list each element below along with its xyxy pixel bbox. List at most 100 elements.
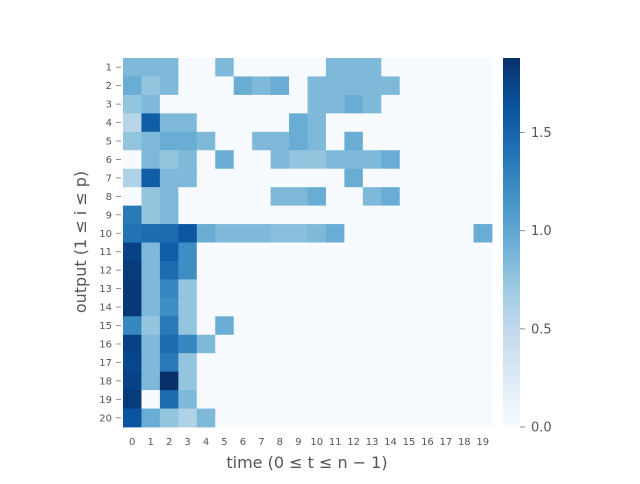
heatmap-cell xyxy=(436,279,456,299)
heatmap-cell xyxy=(307,316,327,336)
heatmap-cell xyxy=(123,353,142,373)
heatmap-cell xyxy=(233,187,253,206)
heatmap-cell xyxy=(418,260,438,280)
heatmap-cell xyxy=(196,224,216,243)
heatmap-cell xyxy=(123,187,142,206)
heatmap-cell xyxy=(418,279,438,299)
heatmap-cell xyxy=(325,279,345,299)
heatmap-cell xyxy=(178,205,198,225)
heatmap-cell xyxy=(325,205,345,225)
heatmap-cell xyxy=(178,58,198,77)
heatmap-cell xyxy=(362,94,382,114)
heatmap-cell xyxy=(362,224,382,243)
heatmap-cell xyxy=(252,353,271,373)
heatmap-cell xyxy=(399,242,419,262)
heatmap-cell xyxy=(252,94,271,114)
y-axis-label: output (1 ≤ i ≤ p) xyxy=(71,171,90,313)
heatmap-cell xyxy=(473,131,493,151)
heatmap-cell xyxy=(252,279,271,299)
heatmap-cell xyxy=(289,168,308,188)
heatmap-cell xyxy=(436,316,456,336)
heatmap-cell xyxy=(178,113,198,133)
heatmap-cell xyxy=(455,224,474,243)
x-tick-label: 12 xyxy=(347,437,360,448)
heatmap-cell xyxy=(325,316,345,336)
heatmap-cell xyxy=(325,150,345,170)
heatmap-cell xyxy=(215,205,235,225)
heatmap-cell xyxy=(215,58,235,77)
heatmap-cell xyxy=(123,224,142,243)
heatmap-cell xyxy=(325,94,345,114)
heatmap-cell xyxy=(418,353,438,373)
heatmap-cell xyxy=(344,224,364,243)
heatmap-cell xyxy=(270,334,290,354)
heatmap-cell xyxy=(123,260,142,280)
heatmap-cell xyxy=(381,334,401,354)
heatmap-cell xyxy=(252,316,271,336)
heatmap-cell xyxy=(289,131,308,151)
heatmap-cell xyxy=(178,242,198,262)
heatmap-cell xyxy=(215,390,235,409)
heatmap-cell xyxy=(399,390,419,409)
y-tick-label: 12 xyxy=(99,266,112,277)
heatmap-cell xyxy=(159,353,179,373)
heatmap-cell xyxy=(233,408,253,428)
heatmap-cell xyxy=(178,260,198,280)
heatmap-cell xyxy=(418,168,438,188)
heatmap-cell xyxy=(123,371,142,391)
heatmap-cell xyxy=(270,113,290,133)
heatmap-cell xyxy=(473,94,493,114)
heatmap-cell xyxy=(399,224,419,243)
heatmap-cell xyxy=(473,260,493,280)
heatmap-cell xyxy=(325,408,345,428)
heatmap-cell xyxy=(307,371,327,391)
heatmap-cell xyxy=(399,58,419,77)
heatmap-cell xyxy=(418,58,438,77)
heatmap-cell xyxy=(307,279,327,299)
heatmap-cell xyxy=(215,371,235,391)
heatmap-cell xyxy=(270,353,290,373)
heatmap-cell xyxy=(252,371,271,391)
heatmap-cell xyxy=(325,187,345,206)
heatmap-cell xyxy=(344,279,364,299)
heatmap-cell xyxy=(307,168,327,188)
heatmap-cell xyxy=(307,297,327,317)
heatmap-cell xyxy=(270,76,290,96)
heatmap-cell xyxy=(436,408,456,428)
heatmap-cell xyxy=(381,242,401,262)
heatmap-cell xyxy=(418,408,438,428)
heatmap-cell xyxy=(141,297,161,317)
heatmap-cell xyxy=(381,371,401,391)
heatmap-cell xyxy=(436,353,456,373)
heatmap-cell xyxy=(473,408,493,428)
heatmap-cell xyxy=(215,408,235,428)
heatmap-cell xyxy=(455,205,474,225)
heatmap-cell xyxy=(344,353,364,373)
x-tick-label: 19 xyxy=(476,437,489,448)
heatmap-cell xyxy=(362,260,382,280)
heatmap-cell xyxy=(344,371,364,391)
x-tick-label: 1 xyxy=(147,437,153,448)
heatmap-cell xyxy=(233,113,253,133)
heatmap-cell xyxy=(418,150,438,170)
heatmap-cell xyxy=(399,113,419,133)
heatmap-cell xyxy=(436,150,456,170)
heatmap-cell xyxy=(381,260,401,280)
heatmap-cell xyxy=(381,187,401,206)
heatmap-cell xyxy=(270,316,290,336)
heatmap-cell xyxy=(362,131,382,151)
heatmap-cell xyxy=(473,187,493,206)
y-tick-label: 5 xyxy=(106,137,112,148)
heatmap-cell xyxy=(307,390,327,409)
heatmap-cell xyxy=(381,297,401,317)
heatmap-cell xyxy=(362,390,382,409)
heatmap-cell xyxy=(233,371,253,391)
heatmap-cell xyxy=(270,279,290,299)
x-tick-label: 13 xyxy=(366,437,379,448)
heatmap-cell xyxy=(233,390,253,409)
heatmap-cell xyxy=(307,224,327,243)
heatmap-cell xyxy=(381,408,401,428)
heatmap-cell xyxy=(362,334,382,354)
heatmap-cell xyxy=(141,131,161,151)
